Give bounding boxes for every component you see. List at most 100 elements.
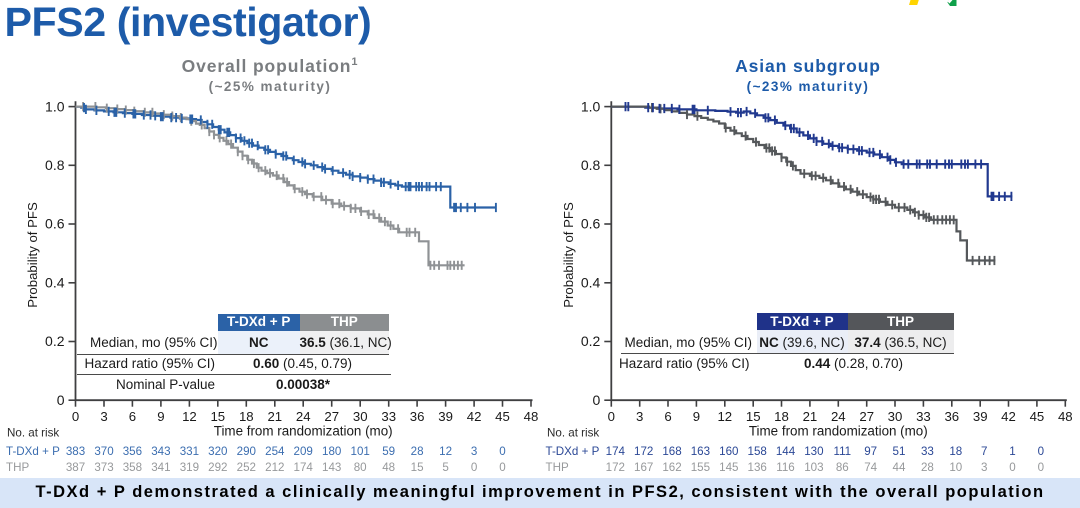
svg-text:28: 28 [411,445,424,458]
svg-text:0: 0 [57,392,65,408]
svg-text:143: 143 [322,461,341,474]
svg-text:39: 39 [973,409,988,424]
svg-text:27: 27 [859,409,874,424]
svg-text:28: 28 [921,461,934,474]
svg-text:15: 15 [210,409,225,424]
svg-text:383: 383 [66,445,85,458]
svg-text:358: 358 [123,461,142,474]
svg-text:0: 0 [608,409,615,424]
svg-text:0.8: 0.8 [581,157,601,173]
svg-text:No. at risk: No. at risk [7,427,59,440]
svg-text:160: 160 [719,445,738,458]
svg-text:3: 3 [100,409,107,424]
svg-text:10: 10 [949,461,962,474]
svg-text:Probability of PFS: Probability of PFS [25,202,40,308]
svg-text:254: 254 [265,445,285,458]
svg-text:33: 33 [381,409,396,424]
svg-text:341: 341 [151,461,170,474]
svg-text:167: 167 [634,461,653,474]
svg-text:Probability of PFS: Probability of PFS [561,202,576,308]
svg-text:30: 30 [353,409,368,424]
svg-text:370: 370 [94,445,113,458]
svg-text:5: 5 [442,461,448,474]
svg-text:0: 0 [499,461,505,474]
svg-text:292: 292 [208,461,227,474]
svg-text:33: 33 [916,409,931,424]
svg-text:12: 12 [182,409,197,424]
svg-text:18: 18 [774,409,789,424]
svg-text:48: 48 [1058,409,1073,424]
svg-text:Time from randomization (mo): Time from randomization (mo) [214,424,393,439]
svg-text:48: 48 [382,461,395,474]
svg-text:0.4: 0.4 [45,275,65,291]
svg-text:T-DXd + P: T-DXd + P [546,445,600,458]
svg-text:45: 45 [495,409,510,424]
svg-text:209: 209 [294,445,313,458]
svg-text:12: 12 [717,409,732,424]
svg-text:45: 45 [1030,409,1045,424]
svg-text:9: 9 [693,409,700,424]
svg-text:27: 27 [324,409,339,424]
svg-text:0.2: 0.2 [45,333,65,349]
svg-text:42: 42 [467,409,482,424]
svg-text:180: 180 [322,445,341,458]
svg-text:51: 51 [893,445,906,458]
svg-text:No. at risk: No. at risk [547,427,599,440]
svg-text:172: 172 [634,445,653,458]
svg-text:Time from randomization (mo): Time from randomization (mo) [749,424,928,439]
svg-text:158: 158 [748,445,767,458]
svg-text:320: 320 [208,445,227,458]
svg-text:0.6: 0.6 [45,216,65,232]
svg-text:18: 18 [949,445,962,458]
svg-text:9: 9 [157,409,164,424]
svg-text:0: 0 [1038,445,1044,458]
svg-text:3: 3 [981,461,987,474]
svg-text:163: 163 [691,445,710,458]
svg-text:24: 24 [831,409,846,424]
svg-text:0: 0 [72,409,79,424]
svg-text:48: 48 [524,409,539,424]
svg-text:3: 3 [471,445,477,458]
svg-text:3: 3 [636,409,643,424]
svg-text:331: 331 [180,445,199,458]
svg-text:33: 33 [921,445,934,458]
svg-text:130: 130 [804,445,823,458]
svg-text:15: 15 [411,461,424,474]
svg-text:212: 212 [265,461,284,474]
svg-text:162: 162 [662,461,681,474]
svg-text:36: 36 [944,409,959,424]
svg-text:39: 39 [438,409,453,424]
svg-text:0.2: 0.2 [581,333,601,349]
svg-text:59: 59 [382,445,395,458]
svg-text:319: 319 [180,461,199,474]
svg-text:373: 373 [94,461,113,474]
svg-text:86: 86 [836,461,849,474]
svg-text:44: 44 [893,461,906,474]
svg-text:T-DXd + P: T-DXd + P [6,445,60,458]
svg-text:21: 21 [803,409,818,424]
svg-text:0: 0 [1009,461,1015,474]
svg-text:174: 174 [294,461,314,474]
svg-text:74: 74 [864,461,877,474]
svg-text:144: 144 [776,445,796,458]
svg-text:0: 0 [471,461,477,474]
svg-text:387: 387 [66,461,85,474]
svg-text:0: 0 [499,445,505,458]
svg-text:7: 7 [981,445,987,458]
svg-text:356: 356 [123,445,142,458]
svg-text:18: 18 [239,409,254,424]
svg-text:0: 0 [593,392,601,408]
svg-text:168: 168 [662,445,681,458]
svg-text:6: 6 [129,409,136,424]
svg-text:101: 101 [351,445,370,458]
svg-text:0: 0 [1038,461,1044,474]
svg-text:30: 30 [888,409,903,424]
svg-text:0.6: 0.6 [581,216,601,232]
svg-text:290: 290 [237,445,256,458]
svg-text:80: 80 [354,461,367,474]
svg-text:136: 136 [748,461,767,474]
svg-text:103: 103 [804,461,823,474]
svg-text:1: 1 [1009,445,1015,458]
svg-text:97: 97 [864,445,877,458]
svg-text:1.0: 1.0 [45,98,65,114]
